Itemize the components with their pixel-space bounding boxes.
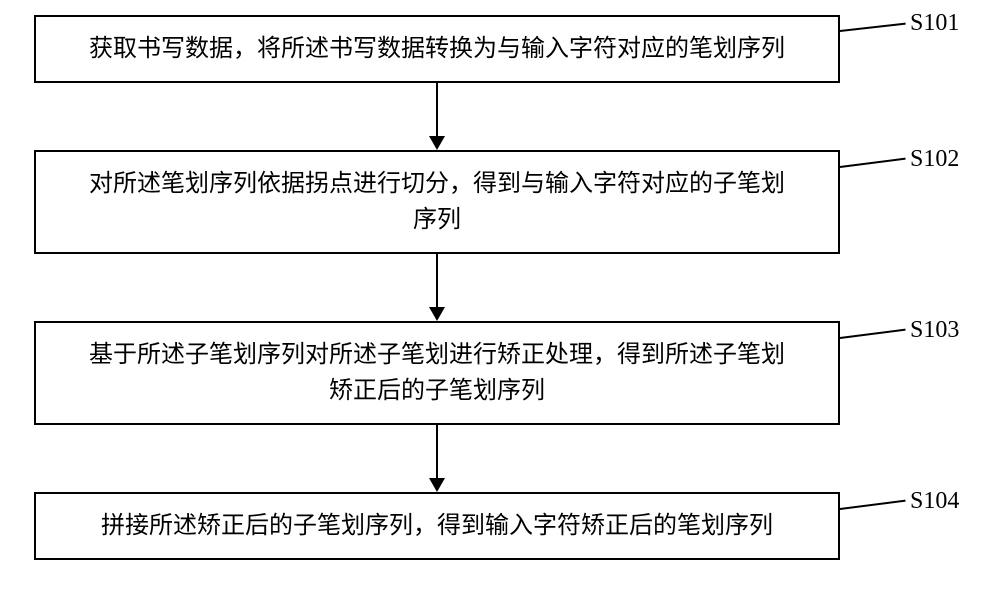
arrow-shaft [436,254,438,307]
arrow-head-icon [429,307,445,321]
arrow-head-icon [429,136,445,150]
label-connector-1 [840,23,906,32]
step-label-2: S102 [910,146,959,173]
step-box-2: 对所述笔划序列依据拐点进行切分，得到与输入字符对应的子笔划 序列 [34,150,840,254]
step-text-3: 基于所述子笔划序列对所述子笔划进行矫正处理，得到所述子笔划 矫正后的子笔划序列 [89,337,785,409]
step-label-4: S104 [910,488,959,515]
step-box-3: 基于所述子笔划序列对所述子笔划进行矫正处理，得到所述子笔划 矫正后的子笔划序列 [34,321,840,425]
label-connector-2 [840,158,906,168]
step-text-4: 拼接所述矫正后的子笔划序列，得到输入字符矫正后的笔划序列 [101,508,773,544]
flowchart-canvas: 获取书写数据，将所述书写数据转换为与输入字符对应的笔划序列 S101 对所述笔划序列… [0,0,1000,611]
label-connector-4 [840,500,906,510]
step-box-4: 拼接所述矫正后的子笔划序列，得到输入字符矫正后的笔划序列 [34,492,840,560]
arrow-head-icon [429,478,445,492]
arrow-shaft [436,83,438,136]
label-connector-3 [840,329,906,339]
step-box-1: 获取书写数据，将所述书写数据转换为与输入字符对应的笔划序列 [34,15,840,83]
step-text-2: 对所述笔划序列依据拐点进行切分，得到与输入字符对应的子笔划 序列 [89,166,785,238]
arrow-shaft [436,425,438,478]
step-text-1: 获取书写数据，将所述书写数据转换为与输入字符对应的笔划序列 [89,31,785,67]
step-label-1: S101 [910,10,959,37]
step-label-3: S103 [910,317,959,344]
